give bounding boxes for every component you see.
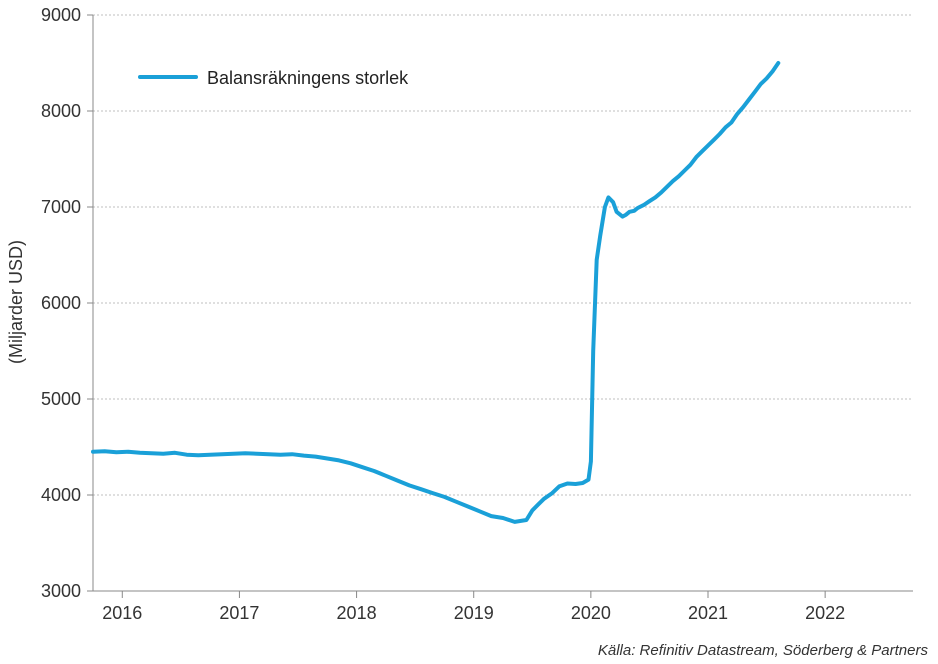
source-note: Källa: Refinitiv Datastream, Söderberg &… <box>598 642 929 659</box>
grid-lines <box>93 14 913 496</box>
y-tick-label: 8000 <box>41 101 81 121</box>
x-tick-label: 2019 <box>454 603 494 623</box>
x-tick-label: 2016 <box>102 603 142 623</box>
legend-label: Balansräkningens storlek <box>207 68 409 88</box>
x-tick-label: 2017 <box>219 603 259 623</box>
legend: Balansräkningens storlek <box>138 68 409 88</box>
series-group <box>91 61 781 524</box>
x-tick-label: 2020 <box>571 603 611 623</box>
x-tick-label: 2018 <box>337 603 377 623</box>
y-tick-label: 6000 <box>41 293 81 313</box>
series-line-0 <box>91 61 781 524</box>
y-axis-title: (Miljarder USD) <box>6 240 26 364</box>
y-tick-label: 4000 <box>41 485 81 505</box>
y-tick-label: 9000 <box>41 5 81 25</box>
x-tick-label: 2021 <box>688 603 728 623</box>
x-tick-label: 2022 <box>805 603 845 623</box>
y-tick-label: 3000 <box>41 581 81 601</box>
y-tick-label: 7000 <box>41 197 81 217</box>
y-tick-label: 5000 <box>41 389 81 409</box>
x-ticks: 2016 2017 2018 2019 2020 2021 2022 <box>102 591 845 623</box>
y-tick-labels: 3000 4000 5000 6000 7000 8000 9000 <box>41 5 93 601</box>
